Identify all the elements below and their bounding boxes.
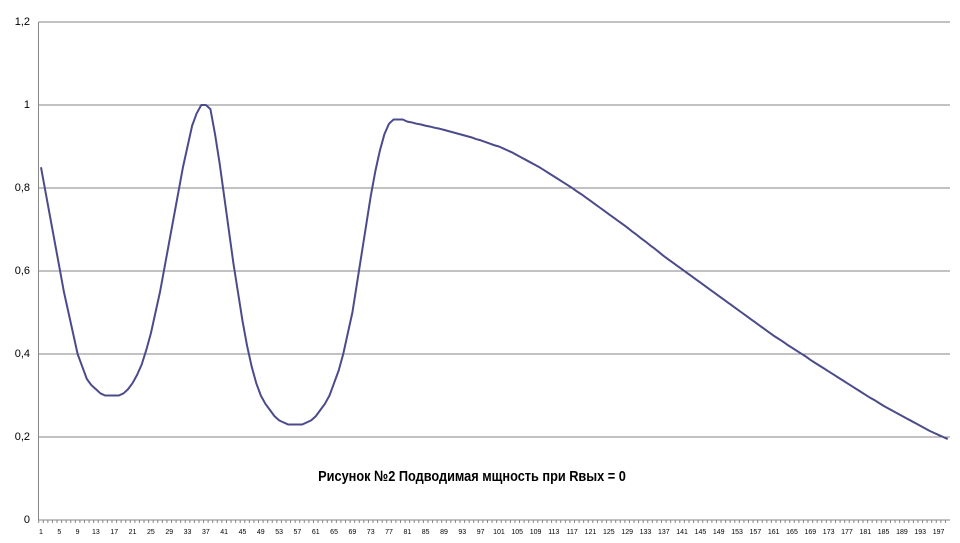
x-tick-label: 17 bbox=[110, 529, 118, 536]
x-tick-label: 153 bbox=[731, 529, 743, 536]
y-tick-label: 1 bbox=[24, 99, 30, 111]
x-tick-label: 89 bbox=[440, 529, 448, 536]
x-tick-label: 101 bbox=[493, 529, 505, 536]
x-tick-label: 173 bbox=[823, 529, 835, 536]
x-tick-label: 181 bbox=[859, 529, 871, 536]
x-tick-label: 25 bbox=[147, 529, 155, 536]
x-tick-label: 57 bbox=[294, 529, 302, 536]
x-tick-label: 77 bbox=[385, 529, 393, 536]
x-tick-label: 145 bbox=[695, 529, 707, 536]
x-tick-label: 13 bbox=[92, 529, 100, 536]
x-tick-label: 137 bbox=[658, 529, 670, 536]
x-tick-label: 9 bbox=[76, 529, 80, 536]
data-line bbox=[40, 104, 949, 440]
x-tick-label: 81 bbox=[403, 529, 411, 536]
x-tick-label: 133 bbox=[640, 529, 652, 536]
x-tick-label: 41 bbox=[220, 529, 228, 536]
x-tick-label: 149 bbox=[713, 529, 725, 536]
x-tick-label: 33 bbox=[184, 529, 192, 536]
x-tick-label: 65 bbox=[330, 529, 338, 536]
x-tick-label: 45 bbox=[239, 529, 247, 536]
x-tick-label: 193 bbox=[914, 529, 926, 536]
x-tick-label: 141 bbox=[676, 529, 688, 536]
x-tick-label: 185 bbox=[878, 529, 890, 536]
x-tick-label: 93 bbox=[458, 529, 466, 536]
x-tick-label: 61 bbox=[312, 529, 320, 536]
x-tick-label: 73 bbox=[367, 529, 375, 536]
x-tick-label: 165 bbox=[786, 529, 798, 536]
x-tick-label: 109 bbox=[530, 529, 542, 536]
x-tick-label: 157 bbox=[750, 529, 762, 536]
y-tick-label: 0,4 bbox=[15, 348, 30, 360]
x-tick-label: 117 bbox=[567, 529, 578, 536]
x-tick-label: 189 bbox=[896, 529, 908, 536]
x-tick-label: 129 bbox=[621, 529, 633, 536]
x-tick-label: 1 bbox=[39, 529, 43, 536]
x-tick-label: 21 bbox=[129, 529, 137, 536]
x-tick-label: 97 bbox=[477, 529, 485, 536]
x-tick-label: 5 bbox=[57, 529, 61, 536]
y-tick-label: 0,8 bbox=[15, 182, 30, 194]
x-tick-label: 37 bbox=[202, 529, 210, 536]
x-tick-label: 53 bbox=[275, 529, 283, 536]
x-tick-label: 169 bbox=[804, 529, 816, 536]
y-tick-label: 1,2 bbox=[15, 16, 30, 28]
x-tick-label: 125 bbox=[603, 529, 615, 536]
x-tick-label: 121 bbox=[585, 529, 597, 536]
y-tick-label: 0,2 bbox=[15, 431, 30, 443]
x-tick-label: 29 bbox=[165, 529, 173, 536]
x-tick-label: 197 bbox=[933, 529, 945, 536]
y-tick-label: 0,6 bbox=[15, 265, 30, 277]
x-tick-label: 85 bbox=[422, 529, 430, 536]
x-tick-label: 177 bbox=[841, 529, 853, 536]
x-tick-label: 105 bbox=[511, 529, 523, 536]
x-tick-label: 69 bbox=[348, 529, 356, 536]
y-tick-label: 0 bbox=[24, 514, 30, 526]
x-tick-label: 49 bbox=[257, 529, 265, 536]
x-tick-label: 113 bbox=[548, 529, 559, 536]
x-tick-label: 161 bbox=[768, 529, 780, 536]
chart-title: Рисунок №2 Подводимая мщность при Rвых =… bbox=[318, 467, 626, 484]
